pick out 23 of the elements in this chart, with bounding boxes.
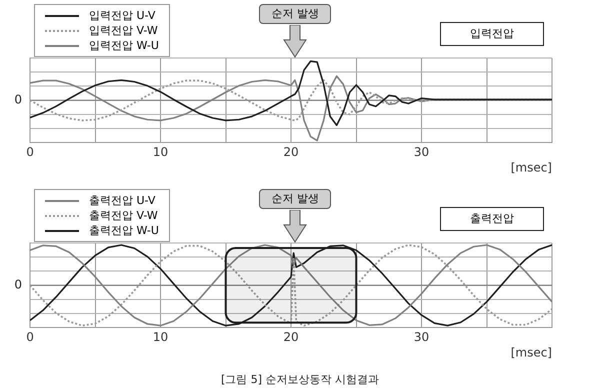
- text: 순저 발생: [259, 189, 332, 209]
- ref-line-label: 0: [14, 277, 22, 292]
- legend-label: 출력전압 W-U: [89, 223, 159, 238]
- text: 순저 발생: [259, 4, 332, 24]
- x-tick-label: 30: [414, 330, 430, 344]
- legend-label: 입력전압 W-U: [89, 38, 159, 53]
- legend-label: 출력전압 V-W: [89, 208, 158, 223]
- legend-label: 출력전압 U-V: [89, 193, 156, 208]
- x-tick-label: 20: [283, 144, 299, 159]
- text: [그림 5] 순저보상동작 시험결과: [220, 372, 380, 388]
- x-tick-label: 30: [414, 144, 430, 159]
- legend-label: 입력전압 U-V: [89, 8, 156, 23]
- text: 입력전압: [440, 22, 544, 46]
- x-tick-label: 0: [26, 330, 34, 344]
- ref-line-label: 0: [14, 92, 22, 106]
- x-tick-label: 20: [283, 330, 299, 344]
- legend-label: 입력전압 V-W: [89, 23, 158, 38]
- x-tick-label: 10: [152, 144, 168, 159]
- x-tick-label: 0: [26, 144, 34, 159]
- x-tick-label: 10: [152, 330, 168, 344]
- x-axis-title: [msec]: [510, 346, 552, 360]
- x-axis-title: [msec]: [510, 160, 552, 175]
- text: 출력전압: [440, 207, 544, 231]
